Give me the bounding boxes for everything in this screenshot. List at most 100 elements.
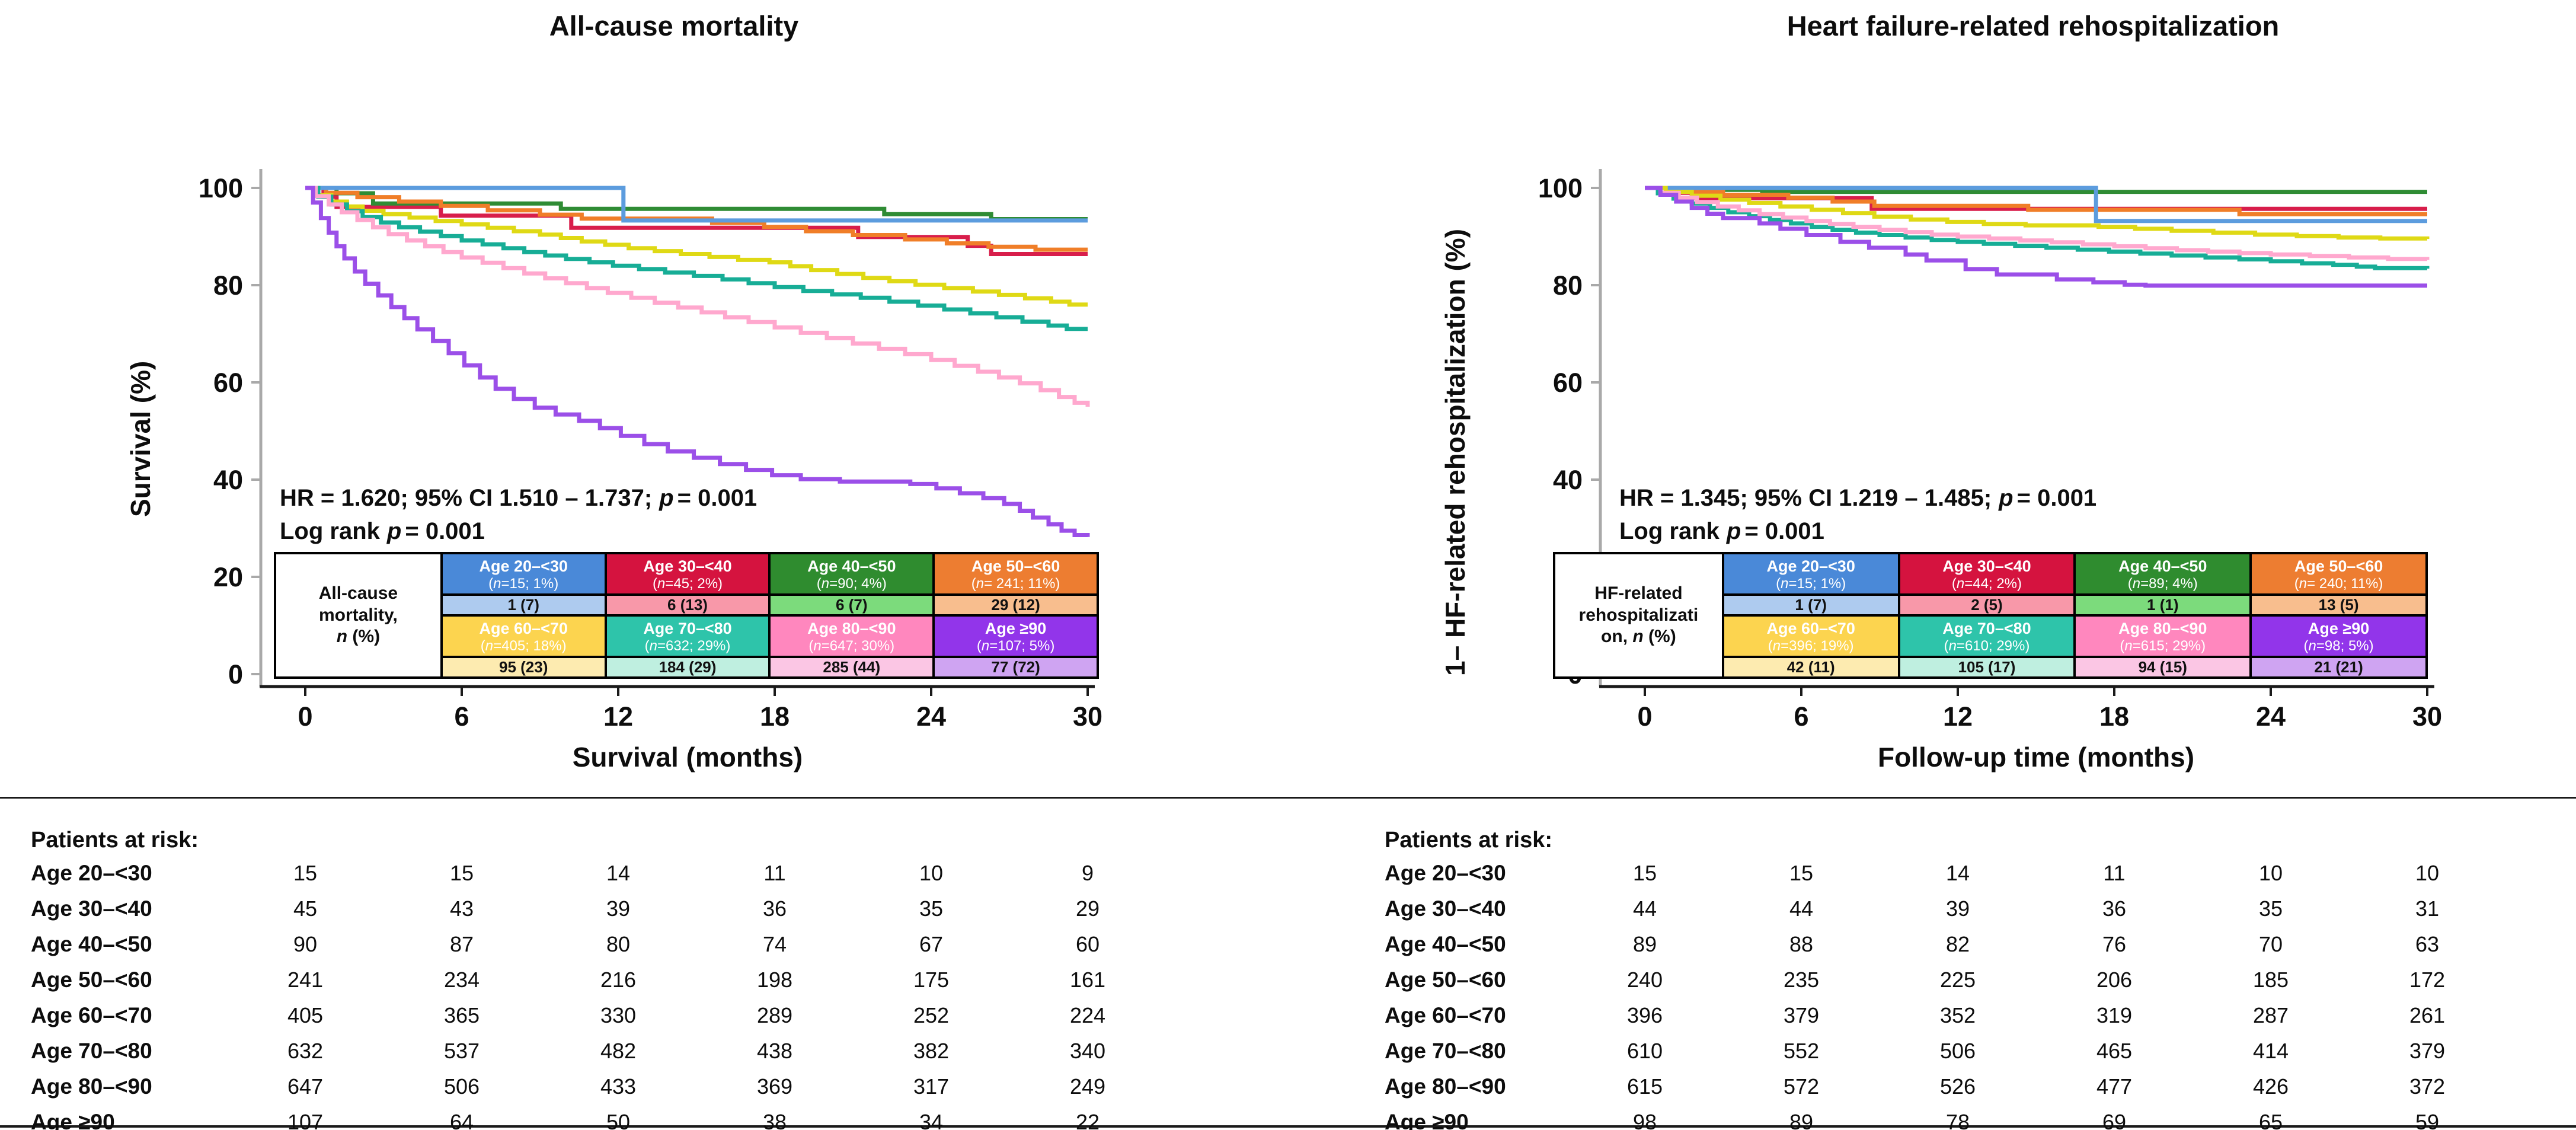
risk-count: 161	[1069, 968, 1106, 992]
legend-group-header: Age 30–<40 (n=44; 2%)	[1897, 552, 2076, 596]
risk-count: 38	[762, 1110, 787, 1130]
km-curve-age-80–<90	[1645, 186, 2430, 261]
logrank-line: Log rank p = 0.001	[1619, 518, 1824, 544]
risk-count: 319	[2096, 1003, 2133, 1027]
risk-count: 88	[1789, 932, 1814, 956]
risk-count: 477	[2096, 1074, 2133, 1099]
risk-row-label: Age 20–<30	[31, 861, 152, 885]
risk-count: 224	[1069, 1003, 1106, 1027]
km-curve-age-70–<80	[1645, 186, 2430, 270]
legend-group-name: Age 50–<60	[971, 557, 1060, 575]
risk-count: 615	[1626, 1074, 1663, 1099]
risk-count: 405	[287, 1003, 324, 1027]
legend-outcome-label: HF-related rehospitalizati on, n (%)	[1553, 552, 1724, 679]
risk-count: 64	[449, 1110, 474, 1130]
risk-count: 10	[2258, 861, 2283, 885]
legend-group-n: (n=107; 5%)	[976, 638, 1055, 655]
risk-count: 506	[1939, 1039, 1976, 1063]
x-tick-label: 30	[2412, 701, 2442, 732]
risk-count: 382	[913, 1039, 950, 1063]
risk-count: 572	[1783, 1074, 1820, 1099]
risk-count: 287	[2252, 1003, 2289, 1027]
legend-group-header: Age 50–<60 (n= 240; 11%)	[2249, 552, 2428, 596]
legend-event-count: 1 (7)	[440, 593, 607, 617]
risk-count: 50	[606, 1110, 631, 1130]
risk-row-label: Age ≥90	[31, 1110, 115, 1130]
risk-count: 74	[762, 932, 787, 956]
risk-count: 44	[1632, 896, 1657, 921]
risk-count: 35	[2258, 896, 2283, 921]
risk-count: 175	[913, 968, 950, 992]
risk-count: 317	[913, 1074, 950, 1099]
chart-title-mortality: All-cause mortality	[549, 10, 799, 42]
hr-line: HR = 1.620; 95% CI 1.510 – 1.737; p = 0.00…	[280, 485, 758, 511]
km-curve-age-70–<80	[305, 186, 1088, 331]
risk-count: 34	[919, 1110, 944, 1130]
legend-event-count: 29 (12)	[932, 593, 1099, 617]
risk-count: 70	[2258, 932, 2283, 956]
risk-row-label: Age 60–<70	[1385, 1003, 1506, 1027]
risk-row-label: Age 20–<30	[1385, 861, 1506, 885]
legend-group-name: Age 30–<40	[643, 557, 732, 575]
legend-group-header: Age 40–<50 (n=89; 4%)	[2073, 552, 2252, 596]
risk-count: 10	[2415, 861, 2440, 885]
y-tick-label: 60	[213, 368, 243, 398]
y-tick-label: 20	[213, 562, 243, 592]
risk-count: 31	[2415, 896, 2440, 921]
legend-group-name: Age 70–<80	[1942, 620, 2031, 637]
chart-title-rehospitalization: Heart failure-related rehospitalization	[1786, 10, 2280, 42]
y-tick-label: 80	[1553, 270, 1583, 301]
risk-count: 240	[1626, 968, 1663, 992]
legend-group-header: Age 20–<30 (n=15; 1%)	[440, 552, 607, 596]
y-axis-label-survival: Survival (%)	[125, 360, 156, 517]
km-curve-age-60–<70	[305, 186, 1088, 307]
risk-count: 369	[756, 1074, 793, 1099]
y-tick-label: 40	[1553, 465, 1583, 495]
km-curve-age-20–<30	[305, 186, 1088, 223]
x-tick-label: 18	[760, 701, 790, 732]
risk-count: 76	[2102, 932, 2127, 956]
legend-group-n: (n=90; 4%)	[816, 576, 887, 592]
x-axis-label-survival-months: Survival (months)	[572, 742, 803, 773]
x-tick-label: 6	[454, 701, 469, 732]
legend-group-name: Age 40–<50	[2118, 557, 2207, 575]
risk-row-label: Age ≥90	[1385, 1110, 1469, 1130]
legend-group-header: Age 80–<90 (n=647; 30%)	[768, 614, 935, 658]
legend-event-count: 95 (23)	[440, 656, 607, 679]
legend-event-count: 184 (29)	[604, 656, 771, 679]
legend-group-n: (n=89; 4%)	[2127, 576, 2198, 592]
risk-count: 15	[1789, 861, 1814, 885]
risk-count: 107	[287, 1110, 324, 1130]
legend-event-count: 105 (17)	[1897, 656, 2076, 679]
risk-row-label: Age 70–<80	[31, 1039, 152, 1063]
legend-group-n: (n=405; 18%)	[480, 638, 567, 655]
legend-group-header: Age 60–<70 (n=396; 19%)	[1721, 614, 1900, 658]
legend-group-n: (n=647; 30%)	[808, 638, 895, 655]
x-axis-label-followup-months: Follow-up time (months)	[1877, 742, 2195, 773]
risk-count: 60	[1075, 932, 1100, 956]
risk-count: 352	[1939, 1003, 1976, 1027]
risk-count: 632	[287, 1039, 324, 1063]
risk-count: 39	[1945, 896, 1970, 921]
risk-count: 206	[2096, 968, 2133, 992]
y-tick-label: 40	[213, 465, 243, 495]
risk-count: 379	[2409, 1039, 2446, 1063]
x-tick-label: 0	[298, 701, 312, 732]
risk-count: 465	[2096, 1039, 2133, 1063]
risk-count: 249	[1069, 1074, 1106, 1099]
legend-group-n: (n=632; 29%)	[644, 638, 731, 655]
risk-count: 15	[293, 861, 318, 885]
risk-row-label: Age 80–<90	[1385, 1074, 1506, 1099]
legend-group-n: (n= 241; 11%)	[971, 576, 1060, 592]
risk-count: 433	[600, 1074, 637, 1099]
risk-count: 365	[443, 1003, 480, 1027]
divider-line-top	[0, 797, 2576, 799]
legend-event-count: 42 (11)	[1721, 656, 1900, 679]
risk-count: 234	[443, 968, 480, 992]
risk-count: 241	[287, 968, 324, 992]
risk-count: 22	[1075, 1110, 1100, 1130]
logrank-line: Log rank p = 0.001	[280, 518, 485, 544]
risk-count: 78	[1945, 1110, 1970, 1130]
